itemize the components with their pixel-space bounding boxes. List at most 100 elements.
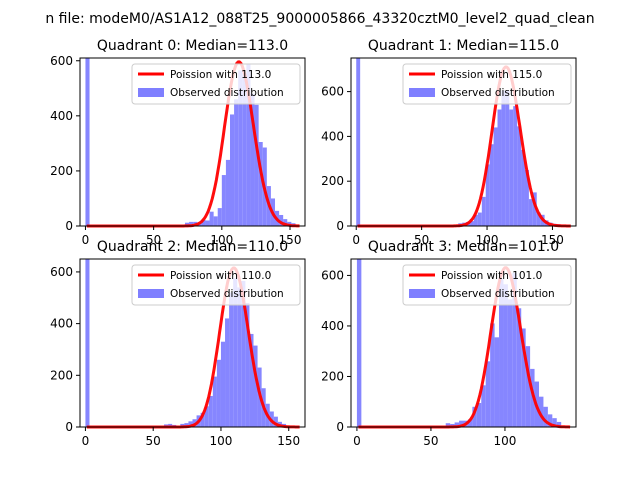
x-tick-label: 0: [353, 434, 361, 448]
legend-box: [131, 63, 301, 105]
histogram-bar: [454, 422, 460, 427]
histogram-bar: [221, 175, 226, 226]
histogram-bar: [250, 93, 255, 226]
histogram-bar: [497, 109, 502, 226]
x-tick-label: 0: [82, 434, 90, 448]
histogram-bar: [477, 212, 482, 226]
histogram-bar: [249, 333, 254, 427]
x-tick-label: 100: [210, 434, 233, 448]
x-tick-label: 50: [146, 434, 161, 448]
quadrant-3-panel: 0 50 100 0 200 400 600 Poission with 101.0 Obser…: [321, 239, 577, 448]
histogram-bar: [547, 414, 553, 427]
y-tick-label: 200: [321, 369, 344, 383]
histogram-bar: [230, 114, 235, 226]
histogram-bar: [225, 159, 230, 226]
histogram-bar: [481, 196, 486, 226]
quadrant-0-panel: 0 50 100 150 0 200 400 600 Poission with 113.0 Ob…: [50, 38, 306, 247]
histogram-bar: [189, 221, 194, 226]
histogram-bar: [470, 221, 474, 226]
histogram-bar: [209, 211, 214, 226]
histogram-bar: [489, 144, 494, 226]
x-tick-label: 100: [493, 434, 516, 448]
quadrant-1-panel: 0 50 100 150 0 200 400 600 Poission with 115.0 Ob…: [321, 38, 577, 247]
x-tick-label: 50: [414, 233, 429, 247]
histogram-bar: [476, 403, 482, 427]
histogram-bar: [279, 214, 284, 226]
quadrant-title: Quadrant 3: Median=101.0: [368, 239, 559, 255]
histogram-bar: [538, 396, 544, 427]
histogram-bar: [490, 323, 495, 427]
histogram-bar: [445, 423, 451, 427]
legend-hist-swatch: [409, 88, 435, 97]
histogram-bar: [242, 73, 247, 226]
histogram-bar: [229, 292, 234, 427]
x-tick-label: 50: [146, 233, 161, 247]
legend-hist-swatch: [138, 88, 164, 97]
histogram-bar: [499, 279, 504, 427]
axes-frame: [350, 258, 577, 428]
histogram-bar: [509, 109, 514, 226]
legend-hist-swatch: [409, 289, 435, 298]
histogram-bar: [241, 280, 246, 427]
histogram-bar: [503, 284, 508, 427]
histogram-bar: [494, 337, 500, 427]
histogram-bar: [234, 99, 239, 226]
y-tick-label: 600: [321, 268, 344, 282]
histogram-bar: [473, 214, 478, 226]
y-tick-label: 400: [50, 317, 73, 331]
histogram-bar: [85, 259, 90, 427]
axes-frame: [79, 57, 306, 227]
histogram-bar: [213, 216, 218, 226]
histogram-bar: [543, 406, 548, 427]
y-tick-label: 0: [336, 420, 344, 434]
histogram-bar: [513, 106, 518, 226]
y-tick-label: 0: [336, 219, 344, 233]
x-tick-label: 150: [279, 233, 302, 247]
histogram-bar: [459, 420, 464, 427]
histogram-bar: [517, 126, 522, 226]
histogram-bar: [246, 63, 251, 227]
histogram-bar: [238, 70, 243, 227]
quadrant-title: Quadrant 2: Median=110.0: [97, 239, 288, 255]
legend-hist-label: Observed distribution: [170, 87, 284, 99]
histogram-bar: [472, 406, 477, 427]
histogram-bar: [485, 164, 490, 226]
y-tick-label: 600: [50, 54, 73, 68]
histogram-bar: [245, 302, 250, 427]
histogram-bar: [485, 361, 491, 427]
histogram-bar: [217, 208, 222, 226]
histogram-bar: [507, 299, 513, 427]
histogram-bar: [525, 346, 531, 427]
histogram-bar: [530, 368, 535, 427]
histogram-bar: [220, 341, 226, 427]
y-tick-label: 600: [321, 85, 344, 99]
histogram-bar: [188, 421, 193, 427]
x-tick-label: 0: [352, 233, 360, 247]
x-tick-label: 150: [541, 233, 564, 247]
y-tick-label: 400: [321, 129, 344, 143]
legend-fit-label: Poission with 113.0: [170, 69, 271, 81]
histogram-bar: [258, 142, 263, 226]
histogram-bar: [556, 421, 562, 427]
y-tick-label: 0: [65, 420, 73, 434]
legend-hist-swatch: [138, 289, 164, 298]
x-tick-label: 100: [476, 233, 499, 247]
histogram-bar: [532, 192, 537, 226]
histogram-bar: [254, 104, 259, 226]
histogram-bar: [216, 359, 221, 427]
histogram-bar: [184, 423, 189, 427]
histogram-bar: [512, 272, 517, 427]
y-tick-label: 400: [50, 109, 73, 123]
axes-frame: [79, 258, 306, 428]
quadrant-title: Quadrant 1: Median=115.0: [368, 38, 559, 54]
y-tick-label: 400: [321, 319, 344, 333]
histogram-bar: [467, 419, 473, 427]
histogram-bar: [493, 127, 498, 226]
histogram-bar: [521, 328, 526, 427]
quadrant-2-panel: 0 50 100 150 0 200 400 600 Poission with 110.0 Ob…: [50, 239, 306, 448]
legend-hist-label: Observed distribution: [170, 288, 284, 300]
histogram-bar: [253, 345, 258, 427]
histogram-bar: [505, 90, 510, 226]
y-tick-label: 200: [50, 164, 73, 178]
